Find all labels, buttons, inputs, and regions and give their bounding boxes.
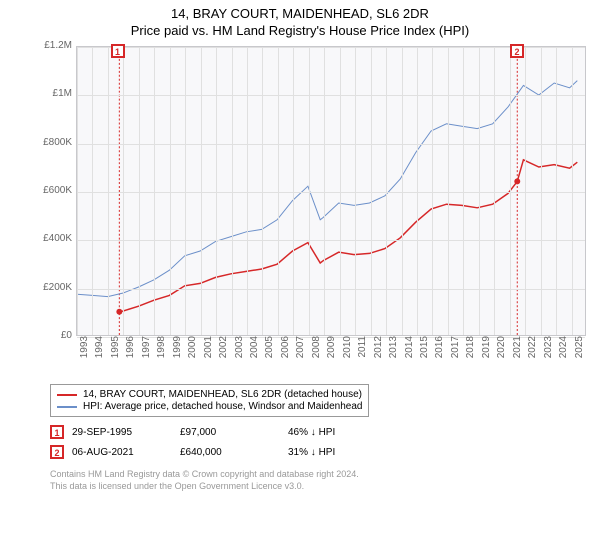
transaction-date: 29-SEP-1995 bbox=[72, 427, 172, 438]
transaction-date: 06-AUG-2021 bbox=[72, 447, 172, 458]
x-axis-label: 2006 bbox=[280, 336, 284, 372]
legend-box: 14, BRAY COURT, MAIDENHEAD, SL6 2DR (det… bbox=[50, 384, 369, 417]
transaction-row: 2 06-AUG-2021 £640,000 31% ↓ HPI bbox=[50, 445, 600, 459]
x-axis-label: 2004 bbox=[249, 336, 253, 372]
footer-line2: This data is licensed under the Open Gov… bbox=[50, 481, 600, 493]
x-axis-label: 2025 bbox=[574, 336, 578, 372]
transaction-marker: 2 bbox=[50, 445, 64, 459]
x-axis-label: 1993 bbox=[79, 336, 83, 372]
x-axis-label: 2014 bbox=[404, 336, 408, 372]
x-axis-label: 2019 bbox=[481, 336, 485, 372]
x-axis-label: 2013 bbox=[388, 336, 392, 372]
y-axis-label: £200K bbox=[36, 282, 72, 293]
x-axis-label: 2009 bbox=[326, 336, 330, 372]
event-marker: 2 bbox=[510, 44, 524, 58]
legend-swatch bbox=[57, 406, 77, 408]
x-axis-label: 2001 bbox=[203, 336, 207, 372]
transaction-delta: 46% ↓ HPI bbox=[288, 427, 388, 438]
footer-attribution: Contains HM Land Registry data © Crown c… bbox=[50, 469, 600, 492]
plot-region bbox=[76, 46, 586, 336]
y-axis-label: £1M bbox=[36, 88, 72, 99]
y-axis-label: £400K bbox=[36, 233, 72, 244]
x-axis-label: 1999 bbox=[172, 336, 176, 372]
x-axis-label: 2020 bbox=[496, 336, 500, 372]
x-axis-label: 1995 bbox=[110, 336, 114, 372]
x-axis-label: 2023 bbox=[543, 336, 547, 372]
x-axis-label: 1994 bbox=[94, 336, 98, 372]
event-marker: 1 bbox=[111, 44, 125, 58]
legend-label: HPI: Average price, detached house, Wind… bbox=[83, 401, 362, 412]
y-axis-label: £800K bbox=[36, 137, 72, 148]
x-axis-label: 2008 bbox=[311, 336, 315, 372]
legend-row: HPI: Average price, detached house, Wind… bbox=[57, 401, 362, 412]
transaction-marker: 1 bbox=[50, 425, 64, 439]
y-axis-label: £1.2M bbox=[36, 40, 72, 51]
x-axis-label: 2016 bbox=[434, 336, 438, 372]
transaction-price: £97,000 bbox=[180, 427, 280, 438]
x-axis-label: 2002 bbox=[218, 336, 222, 372]
x-axis-label: 2022 bbox=[527, 336, 531, 372]
y-axis-label: £0 bbox=[36, 330, 72, 341]
x-axis-label: 1998 bbox=[156, 336, 160, 372]
x-axis-label: 2018 bbox=[465, 336, 469, 372]
x-axis-label: 2017 bbox=[450, 336, 454, 372]
x-axis-label: 1996 bbox=[125, 336, 129, 372]
x-axis-label: 1997 bbox=[141, 336, 145, 372]
x-axis-label: 2021 bbox=[512, 336, 516, 372]
legend-swatch bbox=[57, 394, 77, 396]
x-axis-label: 2011 bbox=[357, 336, 361, 372]
x-axis-label: 2024 bbox=[558, 336, 562, 372]
y-axis-label: £600K bbox=[36, 185, 72, 196]
transactions-table: 1 29-SEP-1995 £97,000 46% ↓ HPI 2 06-AUG-2021… bbox=[50, 425, 600, 459]
transaction-delta: 31% ↓ HPI bbox=[288, 447, 388, 458]
chart-title: 14, BRAY COURT, MAIDENHEAD, SL6 2DR bbox=[0, 0, 600, 21]
legend-label: 14, BRAY COURT, MAIDENHEAD, SL6 2DR (det… bbox=[83, 389, 362, 400]
legend-row: 14, BRAY COURT, MAIDENHEAD, SL6 2DR (det… bbox=[57, 389, 362, 400]
x-axis-label: 2005 bbox=[264, 336, 268, 372]
x-axis-label: 2012 bbox=[373, 336, 377, 372]
x-axis-label: 2007 bbox=[295, 336, 299, 372]
transaction-row: 1 29-SEP-1995 £97,000 46% ↓ HPI bbox=[50, 425, 600, 439]
x-axis-label: 2000 bbox=[187, 336, 191, 372]
x-axis-label: 2015 bbox=[419, 336, 423, 372]
footer-line1: Contains HM Land Registry data © Crown c… bbox=[50, 469, 600, 481]
transaction-price: £640,000 bbox=[180, 447, 280, 458]
x-axis-label: 2010 bbox=[342, 336, 346, 372]
chart-area: £0£200K£400K£600K£800K£1M£1.2M1993199419… bbox=[36, 46, 596, 376]
chart-subtitle: Price paid vs. HM Land Registry's House … bbox=[0, 21, 600, 42]
x-axis-label: 2003 bbox=[234, 336, 238, 372]
